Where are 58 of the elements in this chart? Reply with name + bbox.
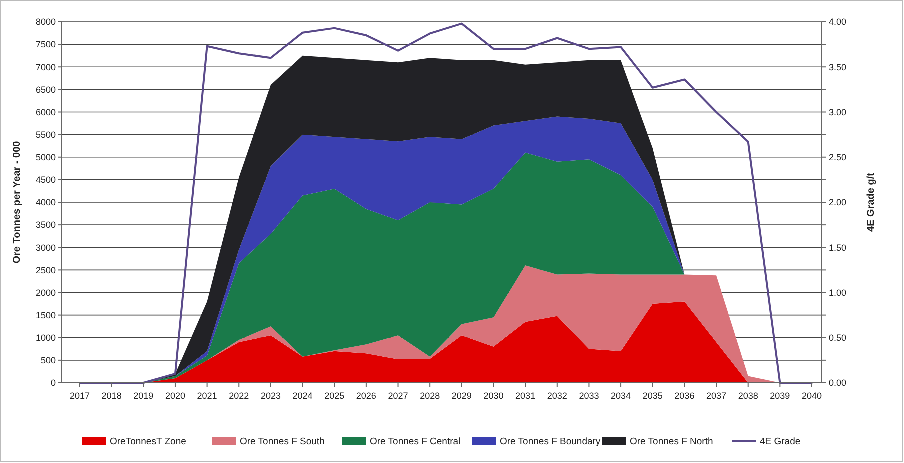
- y2-tick-label: 2.00: [829, 198, 847, 208]
- x-tick-label: 2025: [324, 391, 345, 401]
- x-tick-label: 2027: [388, 391, 408, 401]
- y-tick-label: 4000: [36, 198, 56, 208]
- x-tick-label: 2032: [547, 391, 568, 401]
- legend-label: Ore Tonnes F North: [630, 436, 714, 448]
- x-tick-label: 2029: [452, 391, 472, 401]
- y2-tick-label: 0.00: [829, 378, 847, 388]
- y-tick-label: 1500: [36, 310, 56, 320]
- y2-tick-label: 3.50: [829, 62, 847, 72]
- y2-axis-title: 4E Grade g/t: [866, 172, 877, 232]
- x-tick-label: 2038: [738, 391, 758, 401]
- x-tick-label: 2034: [611, 391, 632, 401]
- y-tick-label: 3000: [36, 242, 56, 253]
- x-tick-label: 2028: [420, 391, 440, 401]
- x-tick-label: 2024: [292, 391, 313, 401]
- legend-label: 4E Grade: [760, 436, 801, 448]
- y-tick-label: 8000: [36, 17, 56, 28]
- x-tick-label: 2040: [802, 391, 822, 401]
- y-tick-label: 7500: [36, 40, 56, 50]
- y2-tick-label: 0.50: [829, 333, 847, 344]
- y-tick-label: 3500: [36, 220, 56, 230]
- x-tick-label: 2023: [260, 391, 281, 401]
- x-tick-label: 2030: [484, 391, 504, 401]
- legend-label: Ore Tonnes F Boundary: [500, 436, 601, 448]
- y-tick-label: 5000: [36, 152, 56, 163]
- legend-label: Ore Tonnes F South: [240, 436, 325, 448]
- x-tick-label: 2033: [579, 391, 600, 401]
- y-tick-label: 7000: [36, 62, 56, 72]
- legend-label: OreTonnesT Zone: [110, 436, 186, 448]
- y2-tick-label: 1.00: [829, 288, 847, 298]
- y2-tick-label: 4.00: [829, 17, 847, 28]
- y2-tick-label: 3.00: [829, 107, 847, 118]
- x-tick-label: 2039: [770, 391, 790, 401]
- y-tick-label: 1000: [36, 333, 56, 344]
- y-tick-label: 6500: [36, 84, 56, 95]
- y-tick-label: 0: [50, 378, 56, 388]
- y-tick-label: 500: [40, 356, 56, 366]
- x-tick-label: 2037: [706, 391, 727, 401]
- y-tick-label: 6000: [36, 107, 56, 118]
- x-tick-label: 2035: [642, 391, 663, 401]
- x-tick-label: 2022: [229, 391, 250, 401]
- y-tick-label: 5500: [36, 130, 56, 140]
- y-tick-label: 4500: [36, 175, 56, 186]
- legend-label: Ore Tonnes F Central: [370, 436, 461, 448]
- x-tick-label: 2017: [70, 391, 90, 401]
- x-tick-label: 2026: [356, 391, 376, 401]
- y2-tick-label: 2.50: [829, 152, 847, 163]
- x-tick-label: 2020: [165, 391, 186, 401]
- x-tick-label: 2019: [134, 391, 154, 401]
- y-tick-label: 2500: [36, 265, 56, 276]
- y-axis-title: Ore Tonnes per Year - 000: [12, 140, 23, 264]
- x-tick-label: 2031: [516, 391, 536, 401]
- y2-tick-label: 1.50: [829, 242, 847, 253]
- x-tick-label: 2036: [674, 391, 695, 401]
- y-tick-label: 2000: [36, 288, 56, 298]
- x-tick-label: 2021: [197, 391, 218, 401]
- x-tick-label: 2018: [102, 391, 122, 401]
